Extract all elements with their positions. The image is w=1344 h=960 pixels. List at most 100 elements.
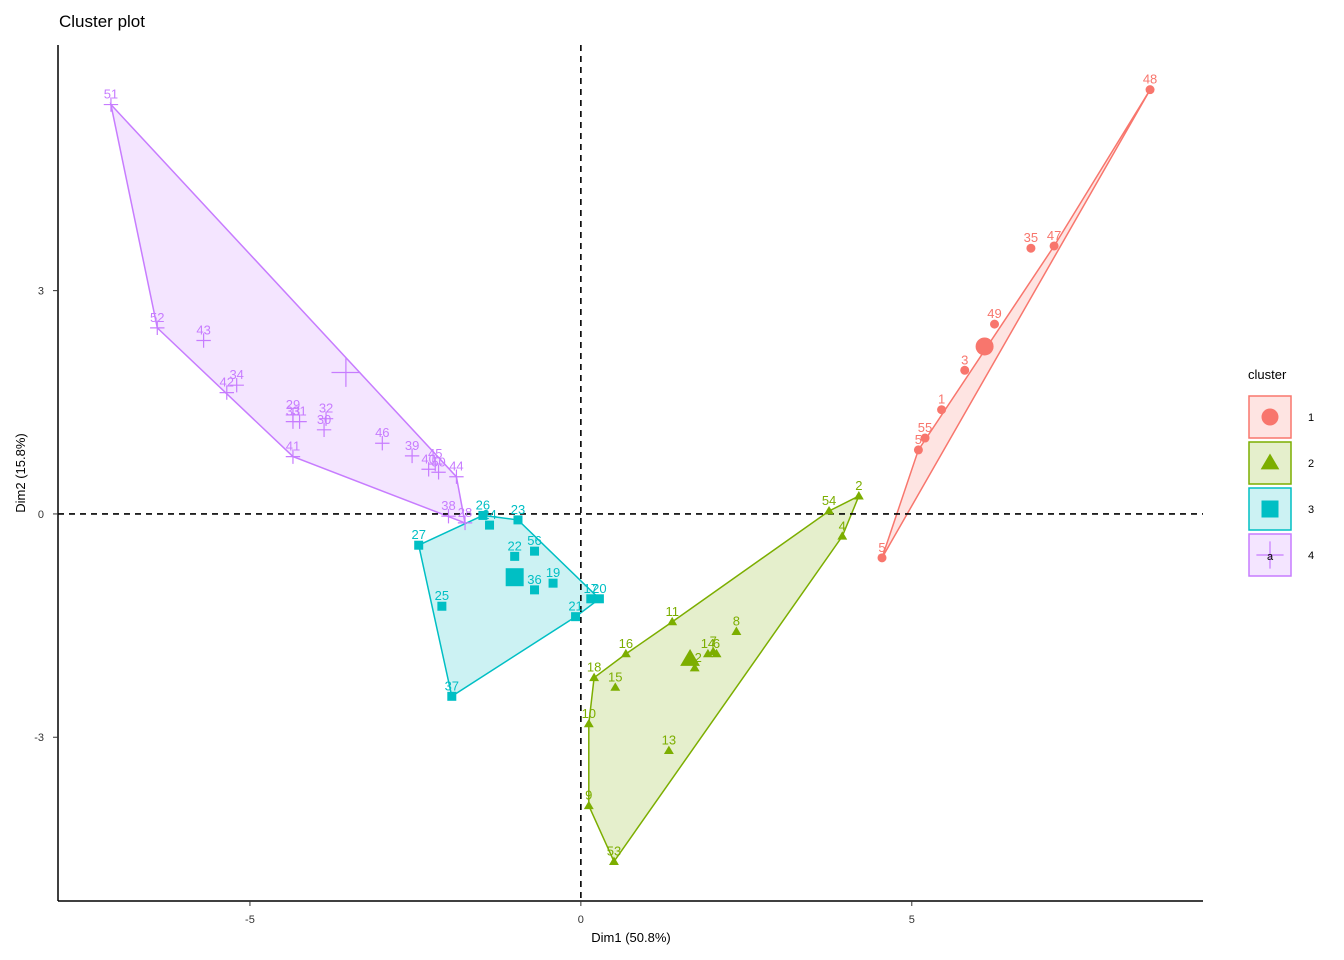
point-label: 19 bbox=[546, 565, 560, 580]
cluster-1-point bbox=[920, 433, 930, 443]
point-label: 3 bbox=[961, 352, 968, 367]
cluster-4-point bbox=[375, 436, 390, 451]
cluster-4-centroid bbox=[331, 358, 361, 387]
point-label: 20 bbox=[592, 581, 606, 596]
point-label: 27 bbox=[411, 527, 425, 542]
point-label: 10 bbox=[582, 706, 596, 721]
y-tick-label: 3 bbox=[38, 286, 44, 298]
legend-marker-4 bbox=[1256, 541, 1284, 569]
cluster-4-point bbox=[404, 448, 420, 464]
legend-label-1: 1 bbox=[1308, 412, 1314, 424]
legend-marker-1 bbox=[1261, 408, 1279, 426]
point-label: 25 bbox=[435, 588, 449, 603]
x-tick-label: -5 bbox=[245, 914, 255, 926]
cluster-2-centroid bbox=[680, 649, 700, 666]
cluster-2-point bbox=[837, 531, 848, 540]
point-label: 14 bbox=[701, 636, 715, 651]
cluster-4-point bbox=[441, 508, 456, 524]
x-tick-label: 5 bbox=[909, 914, 915, 926]
point-label: 31 bbox=[292, 404, 306, 419]
cluster-4-point bbox=[449, 469, 464, 484]
point-label: 33 bbox=[286, 404, 300, 419]
point-label: 45 bbox=[428, 446, 442, 461]
cluster-1-point bbox=[913, 445, 923, 455]
point-label: 7 bbox=[710, 634, 717, 649]
cluster-4-hull bbox=[109, 102, 466, 525]
cluster-3-point bbox=[513, 515, 523, 525]
cluster-3-centroid bbox=[505, 568, 524, 587]
cluster-2-point bbox=[824, 505, 835, 515]
cluster-2-point bbox=[853, 491, 864, 500]
point-label: 40 bbox=[421, 451, 435, 466]
point-label: 28 bbox=[458, 505, 472, 520]
point-label: 11 bbox=[665, 604, 679, 619]
point-label: 51 bbox=[104, 87, 118, 102]
cluster-4-point bbox=[457, 515, 473, 531]
point-label: 46 bbox=[375, 425, 389, 440]
cluster-1-point bbox=[1049, 241, 1059, 251]
point-label: 12 bbox=[687, 650, 701, 665]
cluster-2-point bbox=[620, 648, 631, 658]
point-label: 6 bbox=[713, 636, 720, 651]
point-label: 39 bbox=[405, 438, 419, 453]
cluster-3-point bbox=[510, 551, 520, 561]
point-label: 4 bbox=[839, 518, 846, 533]
point-label: 23 bbox=[511, 502, 525, 517]
point-label: 13 bbox=[662, 733, 676, 748]
cluster-3-point bbox=[530, 546, 540, 556]
legend-label-2: 2 bbox=[1308, 458, 1314, 470]
cluster-3-point bbox=[437, 601, 447, 611]
point-label: 47 bbox=[1047, 228, 1061, 243]
cluster-3-point bbox=[548, 578, 558, 588]
cluster-4-point bbox=[196, 333, 211, 348]
cluster-2-hull bbox=[588, 494, 861, 864]
point-label: 52 bbox=[150, 310, 164, 325]
reference-lines bbox=[58, 45, 1203, 901]
point-label: 34 bbox=[229, 367, 243, 382]
cluster-1-centroid bbox=[975, 337, 994, 356]
point-label: 29 bbox=[286, 397, 300, 412]
cluster-hulls bbox=[109, 89, 1151, 864]
cluster-1-point bbox=[990, 319, 1000, 329]
cluster-4-point bbox=[431, 465, 446, 480]
point-label: 5 bbox=[878, 540, 885, 555]
point-label: 48 bbox=[1143, 72, 1157, 87]
point-label: 16 bbox=[619, 636, 633, 651]
legend-label-4: 4 bbox=[1308, 550, 1314, 562]
cluster-4-point bbox=[219, 385, 234, 400]
cluster-4-point bbox=[318, 411, 334, 426]
cluster-4-point bbox=[150, 320, 165, 336]
cluster-4-point bbox=[229, 377, 244, 393]
legend-marker-3 bbox=[1261, 500, 1279, 518]
legend-marker-2 bbox=[1260, 453, 1280, 470]
legend-label-3: 3 bbox=[1308, 504, 1314, 516]
cluster-2-point bbox=[689, 662, 700, 672]
point-label: 53 bbox=[607, 844, 621, 859]
axes bbox=[57, 45, 1203, 902]
cluster-3-point bbox=[571, 612, 581, 622]
cluster-1-point bbox=[1026, 243, 1036, 253]
point-label: 41 bbox=[286, 439, 300, 454]
cluster-2-point bbox=[667, 616, 678, 626]
point-label: 49 bbox=[987, 306, 1001, 321]
point-label: 8 bbox=[733, 614, 740, 629]
cluster-2-point bbox=[731, 626, 742, 635]
point-label: 30 bbox=[317, 412, 331, 427]
point-label: 36 bbox=[527, 572, 541, 587]
point-label: 55 bbox=[918, 420, 932, 435]
point-label: 9 bbox=[585, 788, 592, 803]
cluster-2-point bbox=[609, 856, 619, 865]
point-label: 32 bbox=[319, 401, 333, 416]
cluster-3-point bbox=[594, 594, 604, 604]
point-label: 26 bbox=[476, 497, 490, 512]
y-axis-title: Dim2 (15.8%) bbox=[13, 433, 28, 512]
cluster-2-point bbox=[610, 682, 621, 691]
cluster-4-point bbox=[103, 97, 119, 112]
x-tick-label: 0 bbox=[578, 914, 584, 926]
point-label: 1 bbox=[938, 392, 945, 407]
cluster-1-point bbox=[877, 553, 887, 563]
point-label: 22 bbox=[507, 538, 521, 553]
axis-ticks: -5 0 5 -3 0 3 bbox=[34, 286, 915, 926]
cluster-3-point bbox=[485, 520, 495, 530]
